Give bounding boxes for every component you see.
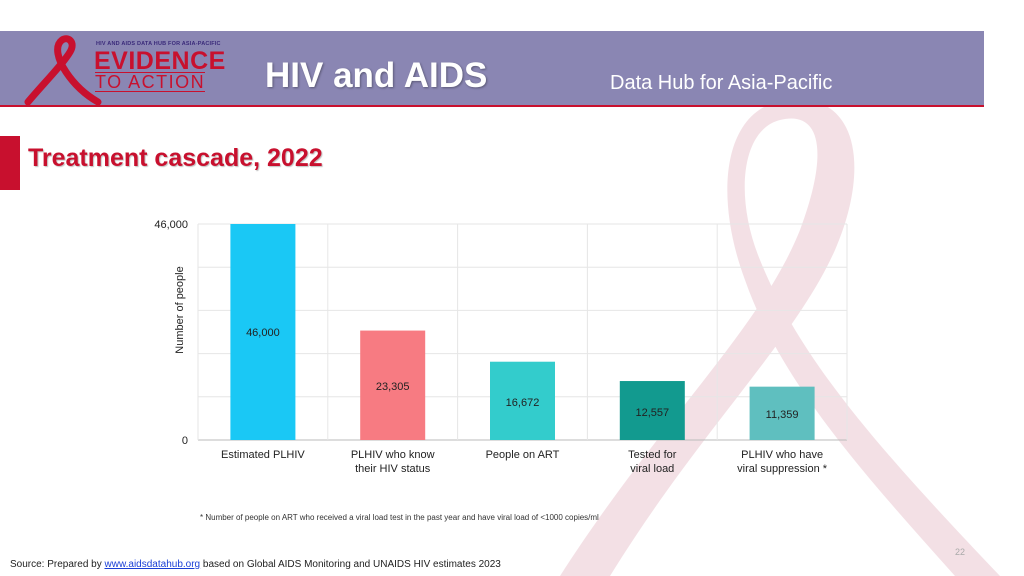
bar-3 [619, 381, 685, 440]
header-subtitle: Data Hub for Asia-Pacific [610, 72, 833, 94]
chart-footnote: * Number of people on ART who received a… [200, 513, 599, 522]
bar-2 [490, 361, 555, 440]
data-label: 11,359 [766, 409, 799, 421]
page-number: 22 [955, 547, 966, 557]
x-tick-label: viral suppression * [737, 463, 828, 475]
bar-4 [749, 386, 815, 440]
y-tick-label: 46,000 [154, 219, 188, 231]
x-tick-label: Estimated PLHIV [221, 449, 305, 461]
y-axis-label: Number of people [174, 266, 186, 353]
data-label: 12,557 [635, 407, 669, 419]
logo [18, 34, 248, 106]
logo-evidence-text: EVIDENCE [94, 47, 226, 75]
source-suffix: based on Global AIDS Monitoring and UNAI… [200, 559, 501, 570]
page-title: Treatment cascade, 2022 [28, 144, 323, 172]
x-tick-label: viral load [630, 463, 674, 475]
logo-to-action-text: TO ACTION [95, 72, 206, 92]
y-tick-label: 0 [182, 435, 188, 447]
bar-1 [360, 330, 426, 440]
x-tick-label: PLHIV who have [741, 449, 823, 461]
header-band [0, 31, 984, 107]
data-label: 46,000 [246, 327, 280, 339]
red-ribbon-icon [24, 35, 102, 106]
source-prefix: Source: Prepared by [10, 559, 105, 570]
x-tick-label: People on ART [486, 449, 560, 461]
logo-caption: HIV AND AIDS DATA HUB FOR ASIA-PACIFIC [96, 41, 221, 47]
bar-0 [230, 224, 296, 440]
source-link[interactable]: www.aidsdatahub.org [104, 559, 201, 570]
header-title: HIV and AIDS [265, 56, 488, 95]
x-tick-label: PLHIV who know [351, 449, 435, 461]
title-accent-bar [0, 136, 20, 190]
source-line: Source: Prepared by www.aidsdatahub.org … [10, 559, 501, 570]
x-tick-label: their HIV status [355, 463, 431, 475]
x-tick-label: Tested for [628, 449, 677, 461]
data-label: 23,305 [376, 381, 410, 393]
data-label: 16,672 [506, 397, 540, 409]
